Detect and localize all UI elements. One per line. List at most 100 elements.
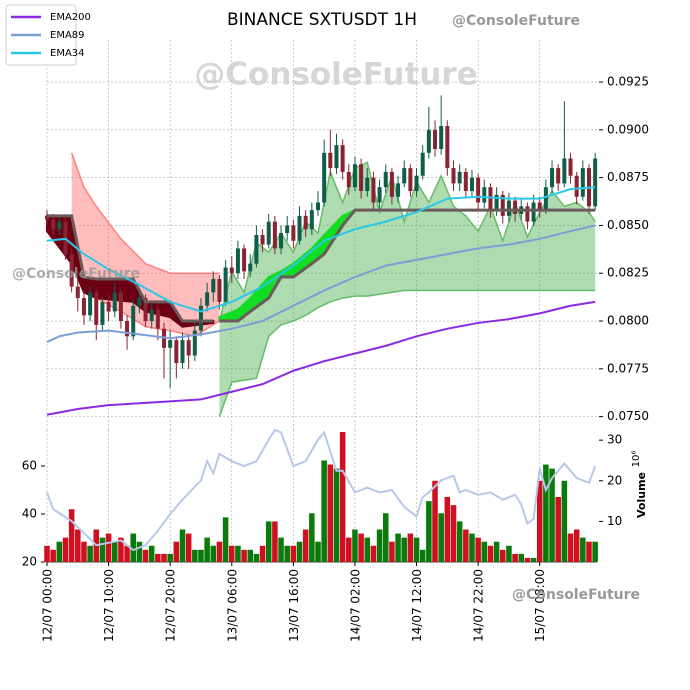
x-tick-label: 12/07 10:00: [102, 569, 116, 642]
candle-body: [494, 194, 499, 211]
volume-bar: [265, 521, 272, 562]
candle-body: [463, 171, 468, 192]
candle-body: [174, 340, 179, 364]
volume-bar: [198, 549, 204, 562]
candle-body: [408, 168, 413, 192]
volume-bar: [456, 521, 463, 562]
candle-body: [248, 263, 253, 272]
candle-body: [149, 309, 154, 322]
x-tick-label: 14/07 12:00: [410, 569, 424, 642]
volume-bar: [161, 553, 167, 562]
x-tick-label: 12/07 00:00: [41, 569, 55, 642]
candle-body: [346, 171, 351, 188]
candle-body: [365, 177, 370, 192]
candle-body: [537, 202, 542, 211]
legend: EMA200 EMA89 EMA34: [5, 4, 91, 66]
candle-body: [186, 340, 191, 356]
volume-bar: [389, 541, 395, 562]
candle-body: [574, 175, 579, 197]
volume-bar: [56, 541, 63, 562]
volume-bar: [580, 537, 586, 562]
candle-body: [562, 158, 567, 184]
candle-body: [100, 301, 105, 325]
volume-bar: [401, 537, 407, 562]
candle-body: [543, 187, 548, 211]
candle-body: [469, 177, 474, 192]
candle-body: [359, 164, 364, 192]
candle-body: [211, 278, 216, 293]
volume-bar: [68, 509, 75, 562]
candle-body: [51, 219, 56, 230]
candle-body: [291, 225, 296, 241]
y-tick-label: 0.0800: [607, 314, 649, 328]
volume-bar: [364, 537, 371, 562]
y2-tick-label: 10: [607, 514, 622, 528]
candle-body: [198, 305, 203, 331]
volume-bar: [487, 545, 494, 562]
volume-bar: [481, 541, 488, 562]
x-tick-label: 12/07 20:00: [164, 569, 178, 642]
legend-label: EMA89: [50, 30, 85, 41]
x-tick-label: 13/07 16:00: [287, 569, 301, 642]
candle-body: [88, 292, 93, 316]
trend-line: [219, 208, 596, 323]
candle-body: [328, 152, 333, 169]
x-tick-label: 15/07 08:00: [533, 569, 547, 642]
candle-body: [69, 254, 74, 287]
volume-bar: [179, 529, 186, 562]
candle-body: [106, 301, 111, 312]
volume-bar: [321, 460, 327, 562]
volume-bar: [284, 545, 290, 562]
candle-body: [81, 298, 86, 316]
legend-label: EMA34: [50, 48, 85, 59]
candle-body: [383, 171, 388, 188]
y-tick-label: 0.0825: [607, 266, 649, 280]
candle-body: [155, 309, 160, 329]
candle-body: [580, 168, 585, 197]
candle-body: [506, 200, 511, 216]
candle-body: [531, 202, 536, 222]
volume-bar: [339, 432, 346, 562]
volume-bar: [327, 464, 334, 562]
candle-body: [266, 221, 271, 245]
volume-bar: [81, 541, 87, 562]
candle-body: [279, 233, 284, 249]
candle-body: [426, 129, 431, 153]
candle-body: [112, 292, 117, 312]
y-tick-label: 20: [22, 555, 37, 569]
candle-body: [352, 164, 357, 188]
volume-bar: [204, 537, 210, 562]
volume-bar: [272, 521, 278, 562]
candle-body: [482, 187, 487, 203]
candle-body: [396, 183, 401, 197]
candle-body: [235, 248, 240, 274]
volume-bar: [235, 545, 241, 562]
volume-bar: [592, 541, 598, 562]
x-tick-label: 13/07 06:00: [225, 569, 239, 642]
volume-bar: [432, 480, 438, 562]
volume-bar: [450, 505, 457, 562]
volume-bar: [407, 533, 414, 562]
volume-bar: [426, 501, 432, 562]
volume-bar: [573, 529, 580, 562]
volume-bar: [475, 537, 481, 562]
candle-body: [118, 292, 123, 322]
volume-bar: [185, 533, 192, 562]
volume-bar: [173, 541, 180, 562]
volume-bar: [216, 541, 223, 562]
y-tick-label: 0.0900: [607, 122, 649, 136]
volume-bar: [259, 545, 266, 562]
candle-body: [525, 206, 530, 222]
y-tick-label: 0.0775: [607, 361, 649, 375]
volume-bar: [155, 553, 161, 562]
candle-body: [315, 202, 320, 211]
candle-body: [309, 210, 314, 230]
legend-label: EMA200: [50, 12, 91, 23]
candle-body: [593, 158, 598, 207]
y-tick-label: 40: [22, 507, 37, 521]
volume-bar: [192, 549, 198, 562]
volume-bar: [536, 480, 543, 562]
volume-bar: [555, 497, 561, 562]
y-tick-label: 0.0875: [607, 170, 649, 184]
